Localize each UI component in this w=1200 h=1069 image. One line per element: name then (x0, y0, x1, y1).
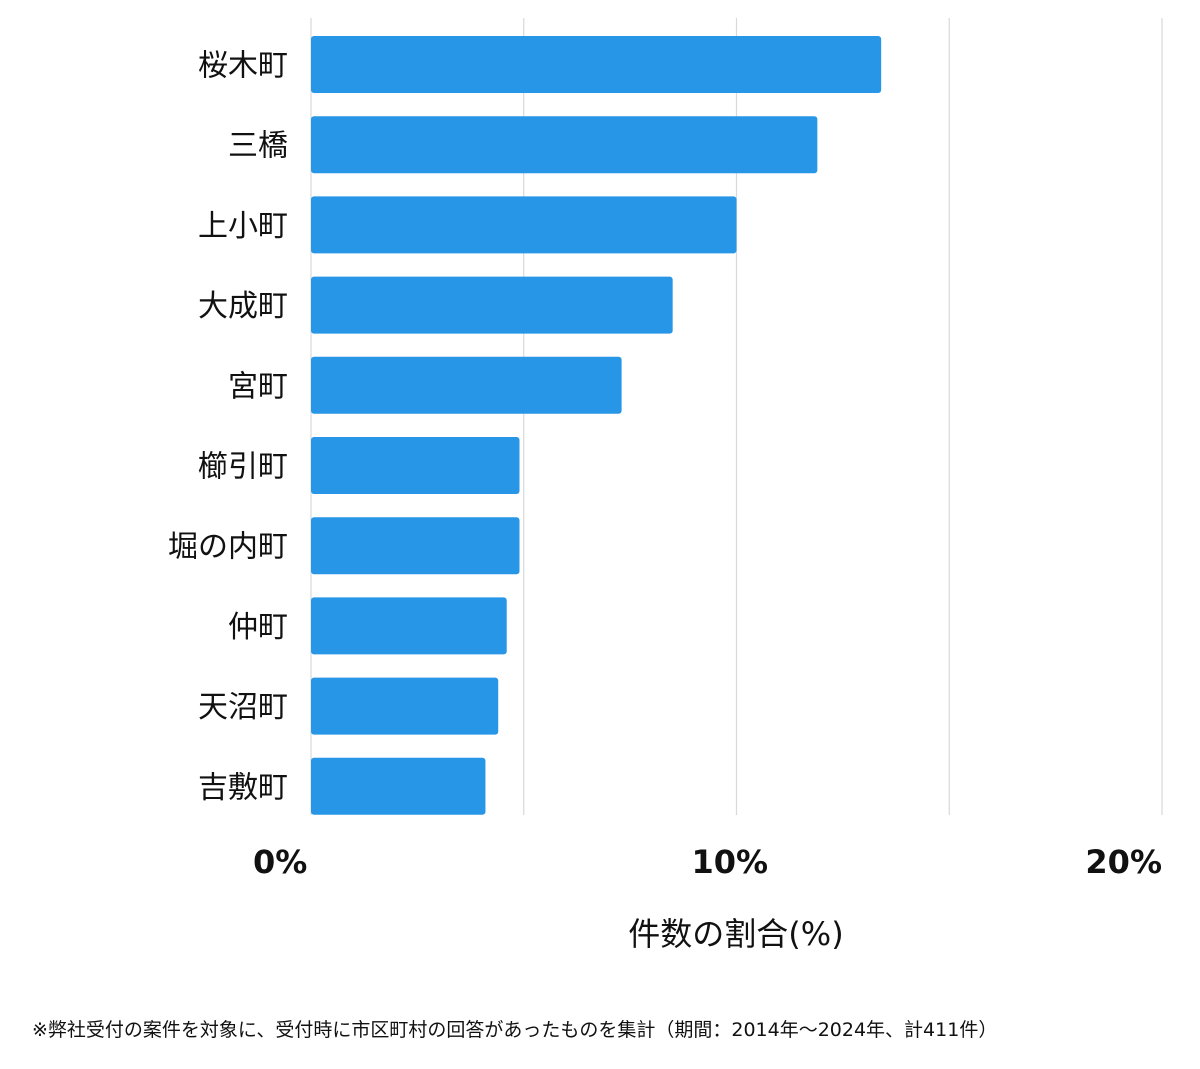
bar (311, 356, 622, 414)
bar (311, 276, 673, 334)
category-label: 天沼町 (198, 690, 288, 725)
bar (311, 196, 737, 254)
category-label: 櫛引町 (198, 450, 288, 485)
footnote: ※弊社受付の案件を対象に、受付時に市区町村の回答があったものを集計（期間：201… (32, 1019, 998, 1041)
category-label: 桜木町 (198, 49, 288, 84)
category-label: 仲町 (228, 610, 288, 645)
bar (311, 757, 486, 815)
x-tick-label: 0% (253, 843, 307, 881)
category-label: 上小町 (198, 209, 288, 244)
bar (311, 517, 520, 575)
bar (311, 597, 507, 655)
category-label: 堀の内町 (168, 530, 288, 565)
x-axis-title: 件数の割合(%) (628, 915, 843, 953)
category-label: 吉敷町 (198, 770, 288, 805)
x-tick-label: 20% (1085, 843, 1162, 881)
bar (311, 437, 520, 494)
x-tick-labels: 0% 10% 20% (253, 843, 1162, 881)
bar (311, 677, 499, 735)
bar (311, 116, 818, 174)
bar (311, 36, 882, 93)
category-label: 三橋 (228, 129, 288, 164)
category-label: 大成町 (198, 289, 288, 324)
x-tick-label: 10% (692, 843, 769, 881)
bars (311, 36, 882, 815)
category-label: 宮町 (228, 369, 288, 404)
